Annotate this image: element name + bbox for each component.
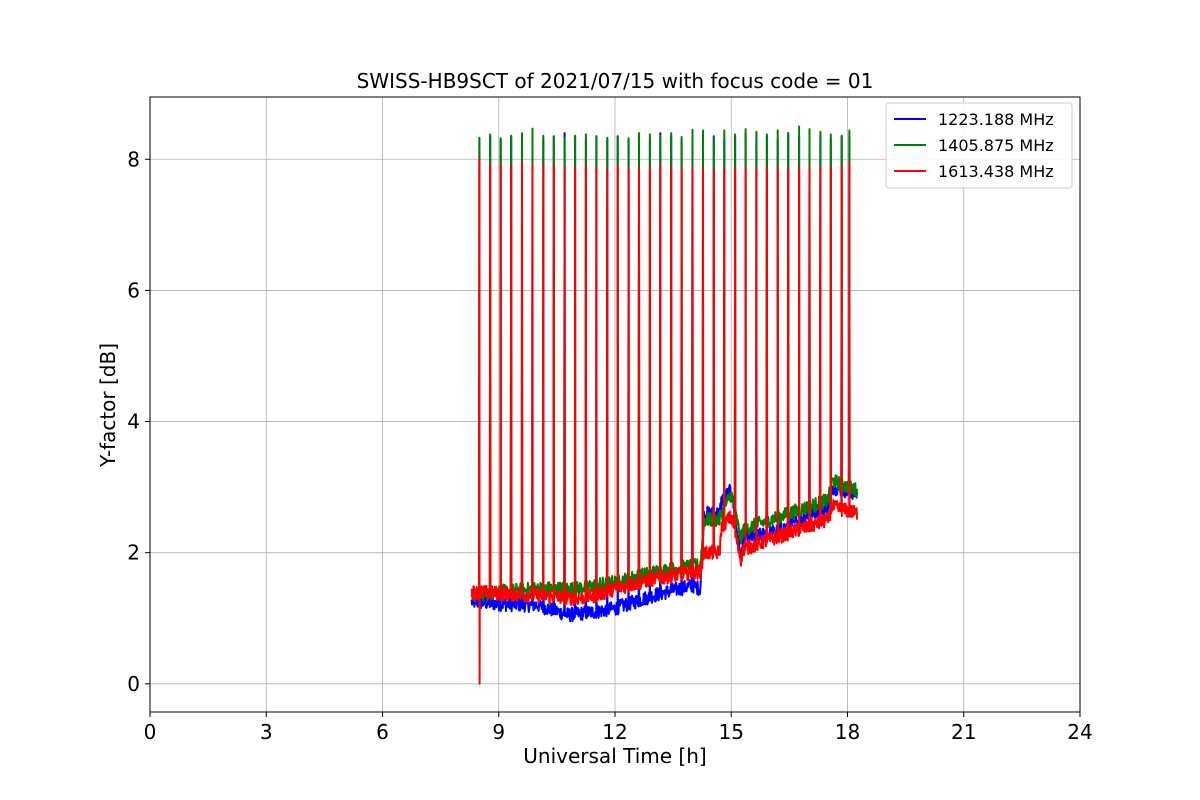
x-tick-label: 15	[719, 720, 744, 744]
y-tick-label: 2	[127, 541, 140, 565]
x-tick-label: 6	[376, 720, 389, 744]
series-line-3	[470, 158, 859, 685]
x-tick-label: 21	[951, 720, 976, 744]
x-tick-label: 9	[492, 720, 505, 744]
x-axis-label: Universal Time [h]	[523, 744, 706, 768]
plot-area	[470, 125, 859, 685]
legend-box	[885, 102, 1073, 189]
y-tick-label: 6	[127, 278, 140, 302]
y-tick-label: 8	[127, 147, 140, 171]
x-tick-label: 3	[260, 720, 273, 744]
x-tick-label: 18	[835, 720, 860, 744]
y-axis-label: Y-factor [dB]	[96, 343, 120, 468]
y-tick-label: 4	[127, 410, 140, 434]
chart-title: SWISS-HB9SCT of 2021/07/15 with focus co…	[357, 69, 874, 93]
x-tick-label: 24	[1067, 720, 1092, 744]
legend-entry-label: 1405.875 MHz	[938, 136, 1054, 155]
legend-entry-label: 1613.438 MHz	[938, 162, 1054, 181]
legend: 1223.188 MHz 1405.875 MHz 1613.438 MHz	[885, 102, 1073, 189]
y-tick-label: 0	[127, 672, 140, 696]
legend-entry-label: 1223.188 MHz	[938, 110, 1054, 129]
x-tick-label: 12	[602, 720, 627, 744]
x-tick-label: 0	[144, 720, 157, 744]
